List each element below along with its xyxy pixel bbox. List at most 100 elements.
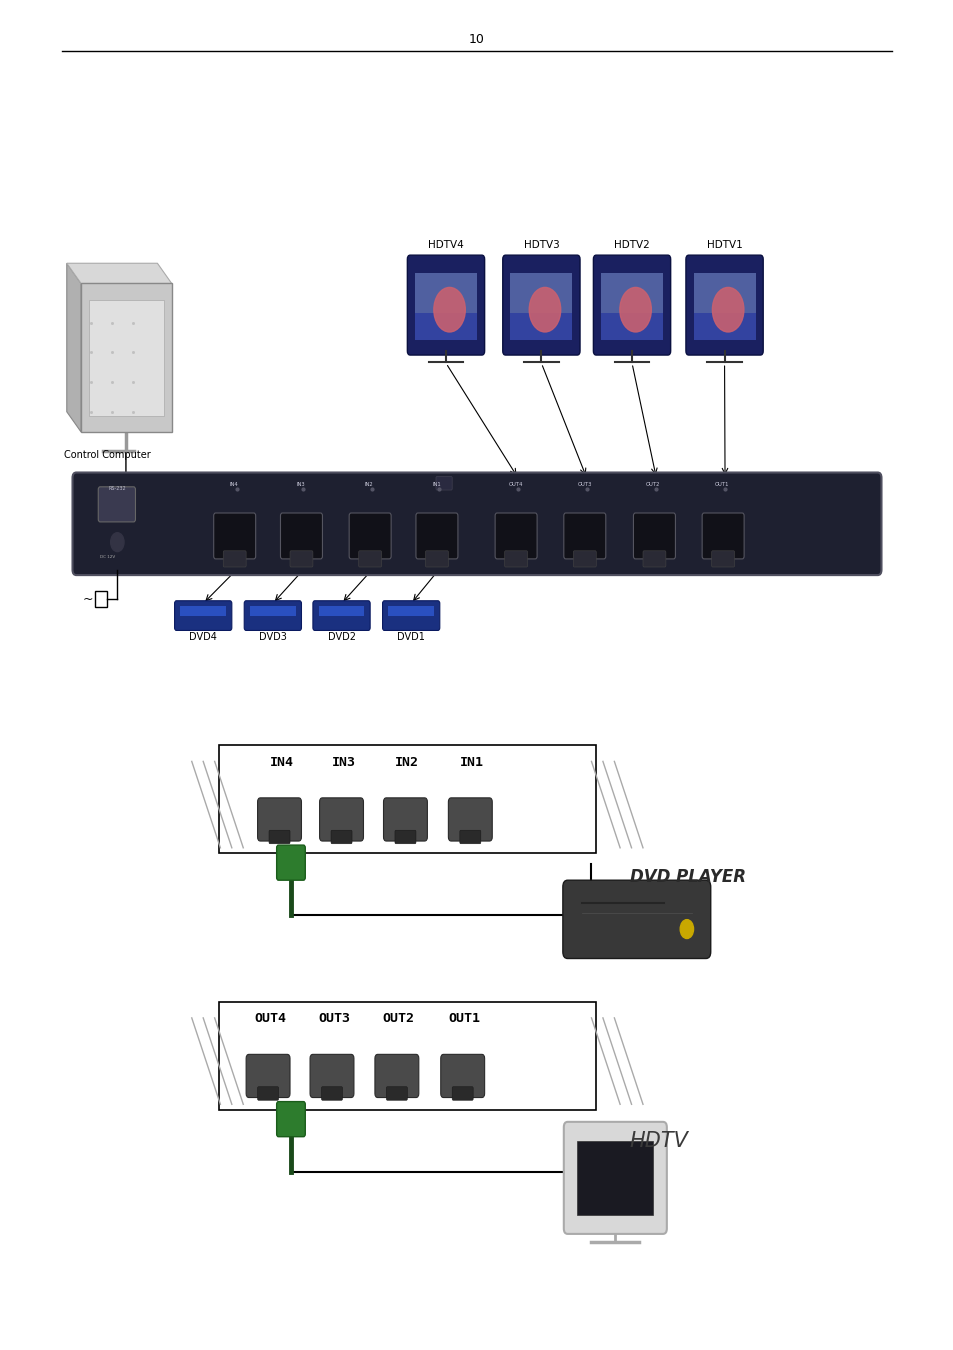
- FancyBboxPatch shape: [593, 255, 670, 355]
- FancyBboxPatch shape: [563, 1122, 666, 1234]
- FancyBboxPatch shape: [452, 1087, 473, 1100]
- Text: HDTV1: HDTV1: [706, 240, 741, 250]
- FancyBboxPatch shape: [375, 1054, 418, 1098]
- Text: OUT3: OUT3: [317, 1012, 350, 1026]
- Bar: [415, 313, 476, 340]
- FancyBboxPatch shape: [313, 601, 370, 630]
- FancyBboxPatch shape: [280, 513, 322, 559]
- Bar: [318, 606, 364, 616]
- FancyBboxPatch shape: [269, 830, 290, 844]
- FancyBboxPatch shape: [502, 255, 579, 355]
- Text: IN3: IN3: [295, 482, 305, 487]
- FancyBboxPatch shape: [321, 1087, 342, 1100]
- Text: ~: ~: [83, 593, 93, 606]
- FancyBboxPatch shape: [633, 513, 675, 559]
- FancyBboxPatch shape: [276, 1102, 305, 1137]
- Bar: [510, 313, 572, 340]
- Text: HDTV4: HDTV4: [428, 240, 463, 250]
- FancyBboxPatch shape: [562, 880, 710, 958]
- Bar: [693, 313, 755, 340]
- Text: OUT1: OUT1: [448, 1012, 480, 1026]
- FancyBboxPatch shape: [436, 477, 452, 490]
- FancyBboxPatch shape: [416, 513, 457, 559]
- Text: OUT4: OUT4: [508, 482, 523, 487]
- Bar: [600, 273, 662, 340]
- FancyBboxPatch shape: [319, 798, 363, 841]
- Text: Control Computer: Control Computer: [64, 450, 151, 459]
- FancyBboxPatch shape: [386, 1087, 407, 1100]
- FancyBboxPatch shape: [448, 798, 492, 841]
- FancyBboxPatch shape: [257, 1087, 278, 1100]
- Bar: [600, 313, 662, 340]
- Bar: [510, 273, 572, 340]
- Bar: [388, 606, 434, 616]
- Polygon shape: [67, 263, 172, 284]
- Text: IN2: IN2: [364, 482, 374, 487]
- FancyBboxPatch shape: [685, 255, 762, 355]
- Text: OUT2: OUT2: [645, 482, 660, 487]
- Bar: [81, 284, 172, 432]
- FancyBboxPatch shape: [72, 472, 881, 575]
- Circle shape: [679, 919, 693, 938]
- Text: DVD2: DVD2: [327, 632, 355, 641]
- FancyBboxPatch shape: [573, 551, 596, 567]
- Polygon shape: [67, 263, 81, 432]
- Text: DVD1: DVD1: [396, 632, 425, 641]
- Text: RS-232: RS-232: [109, 486, 126, 491]
- FancyBboxPatch shape: [563, 513, 605, 559]
- Text: HDTV3: HDTV3: [523, 240, 558, 250]
- Text: OUT1: OUT1: [714, 482, 729, 487]
- Bar: [89, 300, 164, 416]
- FancyBboxPatch shape: [223, 551, 246, 567]
- Bar: [415, 273, 476, 340]
- FancyBboxPatch shape: [331, 830, 352, 844]
- Text: DVD3: DVD3: [258, 632, 287, 641]
- FancyBboxPatch shape: [701, 513, 743, 559]
- FancyBboxPatch shape: [290, 551, 313, 567]
- Text: IN1: IN1: [459, 756, 484, 770]
- FancyBboxPatch shape: [244, 601, 301, 630]
- Text: OUT2: OUT2: [382, 1012, 415, 1026]
- Bar: [219, 745, 596, 853]
- Circle shape: [712, 288, 743, 332]
- FancyBboxPatch shape: [310, 1054, 354, 1098]
- Bar: [180, 606, 226, 616]
- FancyBboxPatch shape: [495, 513, 537, 559]
- FancyBboxPatch shape: [504, 551, 527, 567]
- FancyBboxPatch shape: [407, 255, 484, 355]
- FancyBboxPatch shape: [459, 830, 480, 844]
- Text: IN4: IN4: [269, 756, 294, 770]
- FancyBboxPatch shape: [358, 551, 381, 567]
- FancyBboxPatch shape: [98, 487, 135, 522]
- FancyBboxPatch shape: [711, 551, 734, 567]
- Text: OUT3: OUT3: [577, 482, 592, 487]
- Text: DC 12V: DC 12V: [100, 555, 115, 559]
- Text: 10: 10: [469, 32, 484, 46]
- Bar: [95, 591, 107, 608]
- Text: HDTV2: HDTV2: [614, 240, 649, 250]
- Text: DVD PLAYER: DVD PLAYER: [629, 868, 745, 887]
- FancyBboxPatch shape: [395, 830, 416, 844]
- FancyBboxPatch shape: [276, 845, 305, 880]
- Text: IN2: IN2: [395, 756, 419, 770]
- Text: HDTV: HDTV: [629, 1131, 688, 1150]
- Text: IN1: IN1: [432, 482, 441, 487]
- FancyBboxPatch shape: [257, 798, 301, 841]
- Bar: [219, 1002, 596, 1110]
- Text: OUT4: OUT4: [253, 1012, 286, 1026]
- Text: IN4: IN4: [229, 482, 238, 487]
- Text: IN3: IN3: [331, 756, 355, 770]
- FancyBboxPatch shape: [383, 798, 427, 841]
- FancyBboxPatch shape: [425, 551, 448, 567]
- Circle shape: [434, 288, 465, 332]
- Circle shape: [111, 533, 124, 552]
- Bar: [577, 1141, 653, 1215]
- FancyBboxPatch shape: [246, 1054, 290, 1098]
- FancyBboxPatch shape: [213, 513, 255, 559]
- Circle shape: [529, 288, 560, 332]
- FancyBboxPatch shape: [174, 601, 232, 630]
- FancyBboxPatch shape: [642, 551, 665, 567]
- FancyBboxPatch shape: [382, 601, 439, 630]
- Bar: [250, 606, 295, 616]
- FancyBboxPatch shape: [349, 513, 391, 559]
